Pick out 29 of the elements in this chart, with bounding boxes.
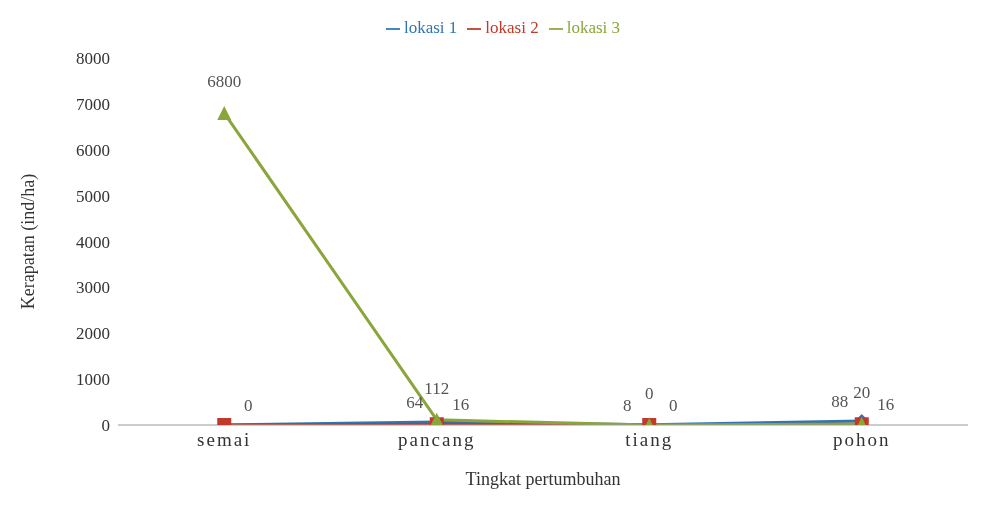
data-label: 64: [406, 393, 424, 413]
data-label: 16: [452, 395, 470, 415]
data-label: 0: [244, 396, 253, 415]
data-label: 0: [645, 384, 654, 403]
legend-label: lokasi 2: [485, 18, 539, 37]
y-tick-label: 5000: [76, 186, 110, 206]
x-tick-label: pancang: [398, 429, 476, 451]
data-label: 16: [877, 395, 895, 415]
y-tick-label: 1000: [76, 370, 110, 390]
x-axis-title: Tingkat pertumbuhan: [465, 469, 621, 489]
y-tick-label: 8000: [76, 49, 110, 69]
data-label: 20: [853, 383, 871, 403]
data-label: 112: [424, 378, 450, 398]
y-tick-label: 0: [101, 416, 110, 436]
y-tick-label: 7000: [76, 94, 110, 114]
data-label: 0: [669, 396, 678, 415]
data-label: 8: [623, 395, 632, 415]
x-tick-label: pohon: [833, 429, 891, 451]
x-tick-label: tiang: [625, 429, 674, 451]
data-label: 6800: [207, 72, 242, 92]
legend-label: lokasi 3: [566, 18, 621, 37]
data-label: 88: [831, 391, 849, 411]
x-tick-label: semai: [197, 429, 252, 451]
y-tick-label: 4000: [76, 232, 110, 252]
y-tick-label: 2000: [76, 324, 110, 344]
y-tick-label: 3000: [76, 278, 110, 298]
legend-label: lokasi 1: [403, 18, 458, 37]
y-tick-label: 6000: [76, 140, 110, 160]
y-axis-title: Kerapatan (ind/ha): [18, 173, 40, 310]
